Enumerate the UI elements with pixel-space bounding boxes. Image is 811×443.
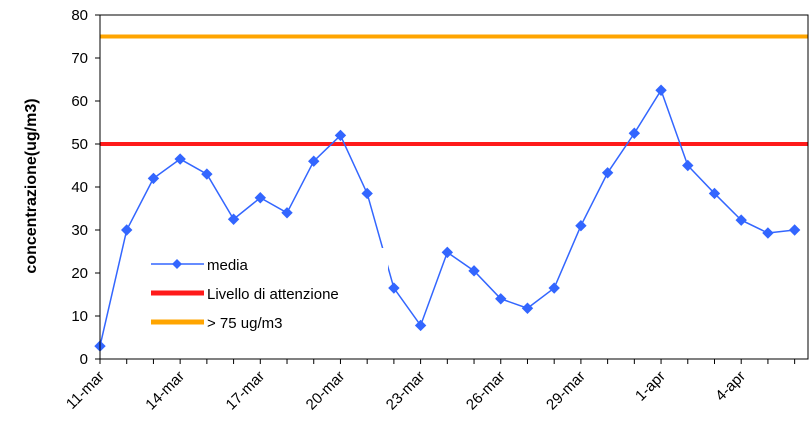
x-tick-label: 26-mar xyxy=(463,368,509,414)
data-point xyxy=(521,302,534,314)
y-axis: 0 10 20 30 40 50 60 70 80 xyxy=(71,7,100,368)
data-point xyxy=(254,192,267,204)
x-tick-label: 23-mar xyxy=(383,368,429,414)
data-point xyxy=(548,282,560,294)
legend: media Livello di attenzione > 75 ug/m3 xyxy=(143,248,388,350)
x-tick-label: 17-mar xyxy=(223,368,269,414)
data-point xyxy=(788,224,801,236)
data-point xyxy=(735,214,747,226)
data-point xyxy=(388,282,400,294)
series-layer xyxy=(94,34,808,352)
data-point xyxy=(308,155,320,167)
x-tick-label: 1-apr xyxy=(632,368,669,405)
y-axis-label: concentrazione(ug/m3) xyxy=(23,98,40,273)
y-tick-label: 40 xyxy=(71,179,88,196)
y-tick-label: 20 xyxy=(71,265,88,282)
data-point xyxy=(121,224,133,236)
y-tick-label: 50 xyxy=(71,136,88,153)
data-point xyxy=(147,172,160,185)
x-tick-label: 4-apr xyxy=(712,368,749,405)
data-point xyxy=(414,319,427,332)
data-point xyxy=(468,265,480,277)
data-point xyxy=(762,227,774,239)
data-point xyxy=(361,187,373,200)
legend-label: Livello di attenzione xyxy=(207,286,339,303)
y-tick-label: 10 xyxy=(71,308,88,325)
x-tick-label: 20-mar xyxy=(303,368,349,414)
y-tick-label: 0 xyxy=(80,351,88,368)
y-tick-label: 70 xyxy=(71,50,88,67)
data-point xyxy=(227,213,240,225)
data-point xyxy=(708,187,721,200)
x-tick-label: 14-mar xyxy=(142,368,188,414)
legend-item-2: > 75 ug/m3 xyxy=(151,315,282,332)
legend-item-1: Livello di attenzione xyxy=(151,286,339,303)
data-point xyxy=(628,127,641,139)
y-tick-label: 30 xyxy=(71,222,88,239)
data-point xyxy=(575,219,587,232)
data-point xyxy=(174,153,186,165)
legend-label: > 75 ug/m3 xyxy=(207,315,282,332)
data-point xyxy=(281,207,293,219)
x-axis: 11-mar 14-mar 17-mar 20-mar 23-mar 26-mar 29-m… xyxy=(63,359,796,414)
legend-box xyxy=(143,248,388,350)
legend-marker xyxy=(172,259,182,269)
y-tick-label: 80 xyxy=(71,7,88,24)
data-point xyxy=(655,84,667,96)
legend-item-0: media xyxy=(151,257,249,274)
y-tick-label: 60 xyxy=(71,93,88,110)
data-point xyxy=(201,168,213,180)
data-point xyxy=(441,246,454,259)
data-point xyxy=(495,293,507,305)
series-0 xyxy=(94,84,801,352)
data-point xyxy=(334,129,347,142)
x-tick-label: 11-mar xyxy=(63,368,108,413)
plot-frame xyxy=(99,14,809,360)
data-point xyxy=(601,167,614,179)
legend-label: media xyxy=(207,257,249,274)
data-point xyxy=(682,159,694,172)
x-tick-label: 29-mar xyxy=(543,368,589,414)
